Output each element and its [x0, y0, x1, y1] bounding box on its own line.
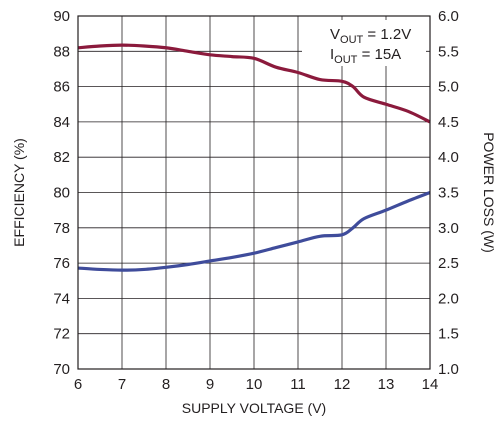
y-tick-label-left: 80: [53, 185, 70, 202]
y-tick-label-right: 2.0: [438, 290, 459, 307]
y-tick-label-left: 82: [53, 149, 70, 166]
x-tick-label: 10: [246, 376, 263, 393]
y-axis-label-left: EFFICIENCY (%): [11, 138, 27, 247]
power-loss-series-line: [77, 191, 431, 272]
y-tick-label-left: 74: [53, 290, 70, 307]
y-tick-label-right: 6.0: [438, 8, 459, 25]
x-tick-label: 7: [118, 376, 126, 393]
series-layer: [77, 43, 431, 272]
x-tick-label: 12: [334, 376, 351, 393]
y-tick-label-right: 3.5: [438, 185, 459, 202]
x-tick-label: 9: [206, 376, 214, 393]
y-tick-label-left: 90: [53, 8, 70, 25]
tick-layer: 6 7 8 9 10 11 12 13 1470727476788082848688901.01…: [53, 8, 459, 393]
x-tick-label: 6: [74, 376, 82, 393]
grid-layer: [78, 16, 430, 369]
y-tick-label-left: 88: [53, 43, 70, 60]
y-tick-label-left: 72: [53, 326, 70, 343]
y-tick-label-right: 2.5: [438, 255, 459, 272]
y-tick-label-right: 1.0: [438, 361, 459, 378]
annotation-iout-value: = 15A: [357, 46, 401, 63]
annotation-iout-sub: OUT: [334, 54, 358, 66]
annotation-vout-sub: OUT: [340, 34, 364, 46]
y-tick-label-left: 86: [53, 79, 70, 96]
annotation-iout: IOUT = 15A: [330, 46, 401, 66]
y-axis-label-right: POWER LOSS (W): [481, 132, 497, 253]
y-tick-label-right: 3.0: [438, 220, 459, 237]
y-tick-label-left: 84: [53, 114, 70, 131]
efficiency-series-line: [77, 43, 431, 124]
x-axis-label: SUPPLY VOLTAGE (V): [182, 400, 326, 416]
annotation-vout-value: = 1.2V: [363, 26, 411, 43]
annotation-iout-main: I: [330, 46, 334, 63]
y-tick-label-right: 5.0: [438, 79, 459, 96]
x-tick-label: 8: [162, 376, 170, 393]
y-tick-label-left: 76: [53, 255, 70, 272]
y-tick-label-right: 4.5: [438, 114, 459, 131]
x-tick-label: 13: [378, 376, 395, 393]
y-tick-label-right: 4.0: [438, 149, 459, 166]
y-tick-label-right: 5.5: [438, 43, 459, 60]
annotation-vout: VOUT = 1.2V: [330, 26, 411, 46]
x-tick-label: 11: [290, 376, 306, 393]
plot-frame: [77, 15, 431, 370]
y-tick-label-left: 70: [53, 361, 70, 378]
annotation-vout-main: V: [330, 26, 340, 43]
y-tick-label-right: 1.5: [438, 326, 459, 343]
annotation-box: [302, 20, 426, 66]
y-tick-label-left: 78: [53, 220, 70, 237]
x-tick-label: 14: [422, 376, 439, 393]
